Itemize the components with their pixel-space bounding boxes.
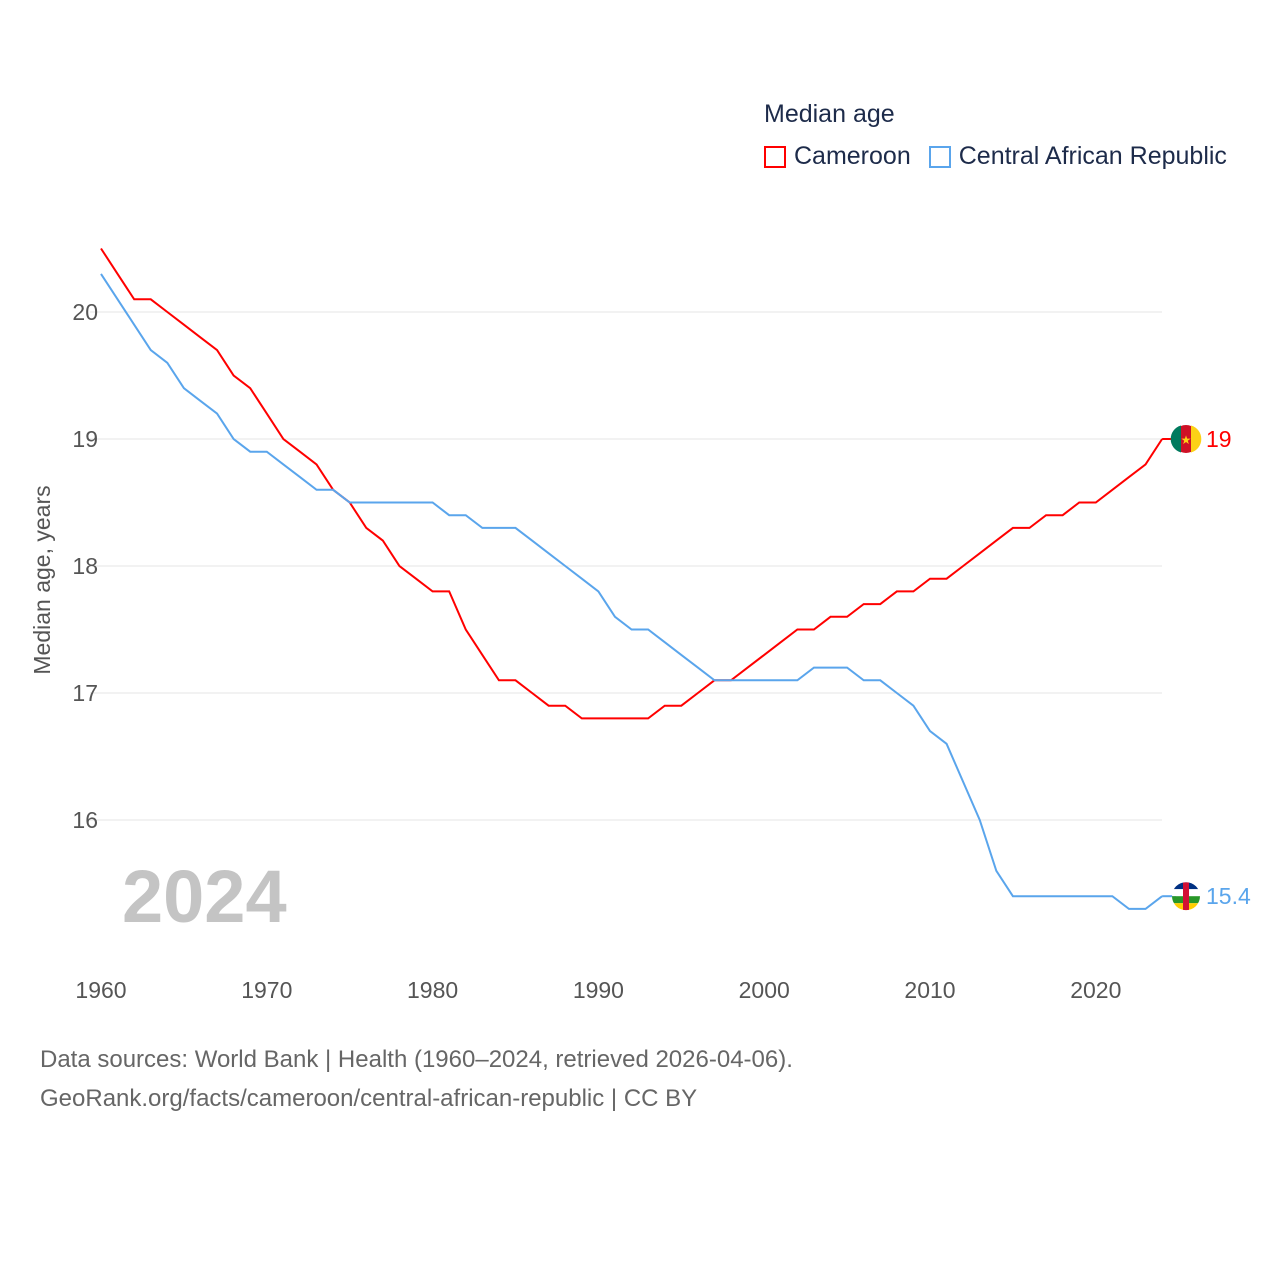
x-tick-label: 1980	[407, 977, 458, 1003]
x-tick-label: 2010	[904, 977, 955, 1003]
source-url[interactable]: GeoRank.org/facts/cameroon/central-afric…	[40, 1085, 698, 1112]
y-tick-label: 20	[72, 299, 98, 325]
x-tick-label: 1970	[241, 977, 292, 1003]
source-text: Data sources: World Bank | Health (1960–…	[40, 1046, 793, 1073]
legend: Cameroon Central African Republic	[764, 142, 1227, 171]
x-tick-label: 1990	[573, 977, 624, 1003]
y-tick-label: 16	[72, 807, 98, 833]
x-tick-label: 2020	[1070, 977, 1121, 1003]
end-value-label: 19	[1206, 426, 1232, 452]
legend-swatch-cameroon[interactable]	[764, 145, 786, 168]
legend-label-cameroon[interactable]: Cameroon	[794, 142, 911, 170]
flag-star: ★	[1181, 433, 1192, 447]
y-tick-label: 17	[72, 680, 98, 706]
flag-green-band	[1170, 425, 1181, 453]
x-tick-label: 1960	[75, 977, 126, 1003]
x-tick-label: 2000	[739, 977, 790, 1003]
end-value-label: 15.4	[1206, 883, 1251, 909]
series-line-car	[100, 273, 1163, 910]
series-line-cameroon	[100, 247, 1163, 720]
flag-yellow-band	[1191, 425, 1202, 453]
legend-label-car[interactable]: Central African Republic	[958, 142, 1227, 170]
year-watermark: 2024	[122, 855, 287, 938]
legend-swatch-car[interactable]	[928, 145, 951, 168]
legend-title: Median age	[764, 100, 895, 128]
car-flag-icon	[1183, 882, 1189, 911]
y-tick-label: 19	[72, 426, 98, 452]
y-axis-label: Median age, years	[29, 485, 55, 674]
y-tick-label: 18	[72, 553, 98, 579]
